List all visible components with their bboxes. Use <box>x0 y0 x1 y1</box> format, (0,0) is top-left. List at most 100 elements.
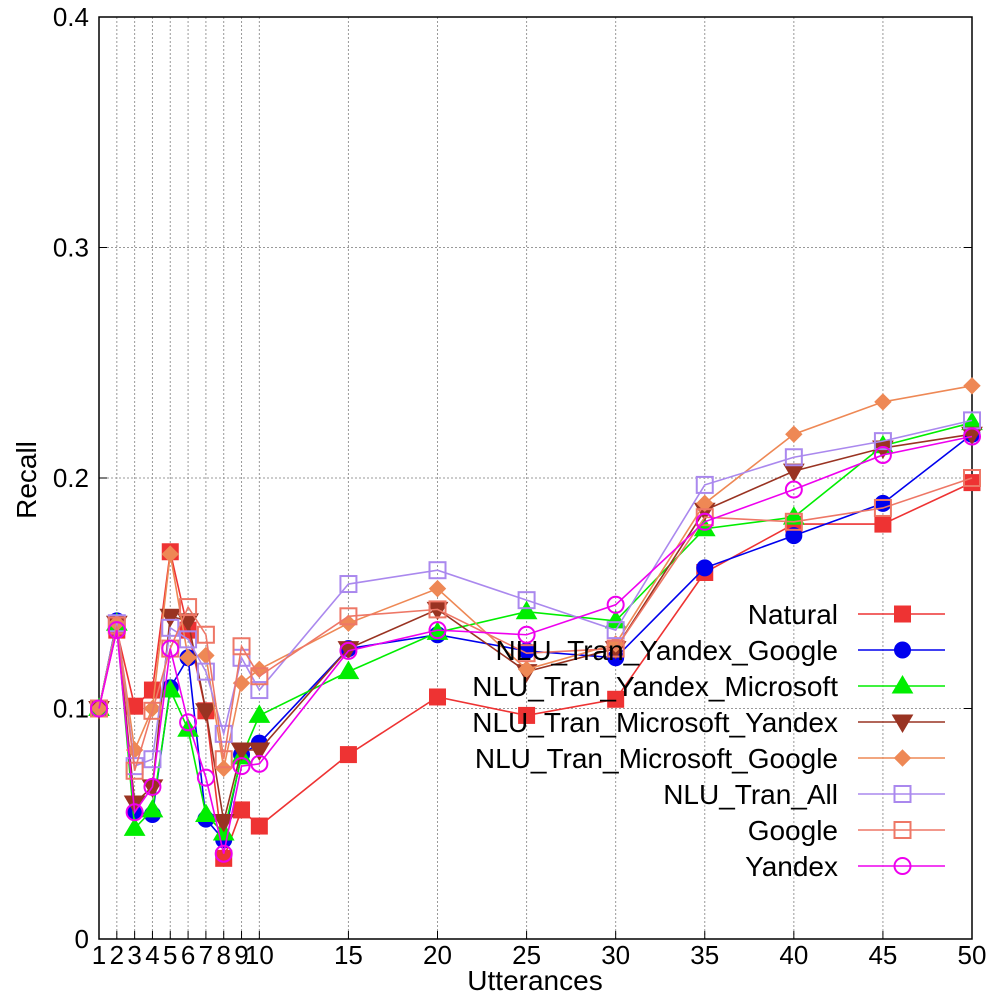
data-point <box>179 630 198 649</box>
data-point <box>606 639 625 658</box>
y-tick-label: 0 <box>75 924 89 954</box>
data-point <box>873 432 892 451</box>
data-point <box>179 713 198 732</box>
x-tick-label: 4 <box>145 940 159 970</box>
data-point <box>248 742 271 761</box>
data-point <box>232 757 251 776</box>
x-tick-label: 2 <box>110 940 124 970</box>
x-tick-label: 10 <box>245 940 274 970</box>
data-point <box>161 639 180 658</box>
data-point <box>604 609 627 629</box>
data-point <box>963 427 981 446</box>
data-point <box>607 690 625 708</box>
legend-label: NLU_Tran_Microsoft_Google <box>475 743 838 774</box>
data-point <box>695 475 714 494</box>
legend-marker <box>891 675 914 694</box>
data-point <box>874 393 892 411</box>
legend-item: NLU_Tran_Yandex_Microsoft <box>472 671 945 702</box>
y-tick-label: 0.4 <box>53 2 89 32</box>
data-point <box>517 625 536 644</box>
legend-marker <box>893 821 912 839</box>
data-point <box>428 561 447 580</box>
data-point <box>215 759 233 778</box>
data-point <box>196 768 215 787</box>
data-point <box>230 742 253 761</box>
x-tick-label: 20 <box>423 940 452 970</box>
data-point <box>874 515 892 533</box>
x-tick-label: 30 <box>601 940 630 970</box>
data-point <box>337 660 360 680</box>
data-point <box>195 703 217 722</box>
data-point <box>963 469 981 487</box>
legend-label: Google <box>748 815 838 846</box>
data-point <box>428 621 447 640</box>
data-point <box>250 681 269 700</box>
data-point <box>606 621 625 640</box>
data-point <box>250 754 269 773</box>
data-point <box>179 598 198 617</box>
x-tick-label: 9 <box>234 940 248 970</box>
x-tick-label: 6 <box>181 940 195 970</box>
data-point <box>339 607 358 626</box>
legend-marker <box>894 641 911 659</box>
legend-marker <box>891 714 914 733</box>
data-point <box>785 527 803 545</box>
data-point <box>248 704 271 723</box>
data-point <box>339 575 358 594</box>
data-point <box>195 803 217 823</box>
data-point <box>963 474 981 492</box>
data-point <box>179 649 197 667</box>
y-axis-title: Recall <box>11 441 42 519</box>
data-point <box>339 641 358 660</box>
x-tick-label: 45 <box>868 940 897 970</box>
legend-marker <box>894 605 911 623</box>
data-point <box>695 508 714 527</box>
data-point <box>515 600 538 620</box>
y-tick-label: 0.1 <box>53 694 89 724</box>
series-nlu-tran-microsoft-google <box>90 377 981 778</box>
data-point <box>606 595 625 614</box>
data-point <box>696 494 714 513</box>
data-point <box>196 662 215 681</box>
data-point <box>233 801 251 819</box>
legend-marker <box>893 749 912 767</box>
x-tick-label: 1 <box>92 940 106 970</box>
legend-label: NLU_Tran_Yandex_Google <box>496 635 838 666</box>
x-tick-label: 40 <box>779 940 808 970</box>
data-point <box>90 699 108 718</box>
legend-item: Yandex <box>745 851 945 882</box>
data-point <box>873 498 892 517</box>
data-point <box>214 844 233 863</box>
data-point <box>250 817 268 835</box>
legend-marker <box>893 857 912 875</box>
data-point <box>784 512 803 531</box>
data-point <box>107 621 126 640</box>
data-point <box>214 750 233 769</box>
data-point <box>214 724 233 743</box>
data-point <box>159 608 182 628</box>
legend-label: NLU_Tran_Yandex_Microsoft <box>472 671 838 702</box>
series-yandex <box>90 427 981 863</box>
x-tick-label: 8 <box>216 940 230 970</box>
legend-item: NLU_Tran_Yandex_Google <box>496 635 945 666</box>
legend-marker <box>893 785 912 803</box>
data-point <box>125 761 144 780</box>
data-point <box>141 798 164 818</box>
data-point <box>428 579 447 598</box>
data-point <box>784 448 803 467</box>
x-tick-label: 3 <box>127 940 141 970</box>
grid-lines <box>99 17 972 939</box>
legend-label: Natural <box>748 599 838 630</box>
legend-label: NLU_Tran_All <box>663 779 838 810</box>
data-point <box>143 750 162 769</box>
legend-item: Natural <box>748 599 945 630</box>
x-tick-label: 5 <box>163 940 177 970</box>
legend-label: Yandex <box>745 851 838 882</box>
data-point <box>161 545 179 563</box>
x-tick-label: 15 <box>334 940 363 970</box>
data-point <box>517 660 536 679</box>
legend-item: NLU_Tran_Microsoft_Yandex <box>472 707 945 738</box>
data-point <box>963 377 981 395</box>
data-point <box>782 506 805 525</box>
